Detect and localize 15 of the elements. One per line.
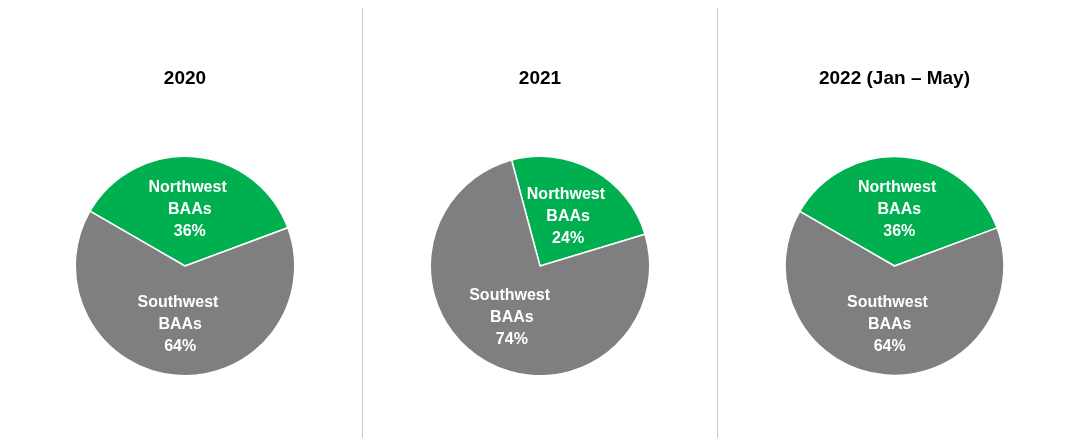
slice-label: Northwest BAAs xyxy=(526,184,610,224)
data-label: 64% xyxy=(164,337,197,355)
slice-label: Southwest BAAs xyxy=(469,286,555,326)
data-label: 24% xyxy=(552,228,585,246)
slice-label: Southwest BAAs xyxy=(847,293,933,333)
data-label: 36% xyxy=(883,221,916,239)
slice-label: Northwest BAAs xyxy=(148,177,232,217)
data-label: 36% xyxy=(173,221,206,239)
slice-label: Southwest BAAs xyxy=(137,293,223,333)
chart-title: 2022 (Jan – May) xyxy=(818,67,971,88)
chart-title: 2021 xyxy=(518,67,562,88)
slice-label: Northwest BAAs xyxy=(857,177,941,217)
chart-title: 2020 xyxy=(163,67,207,88)
data-label: 74% xyxy=(495,330,528,348)
data-label: 64% xyxy=(873,337,906,355)
